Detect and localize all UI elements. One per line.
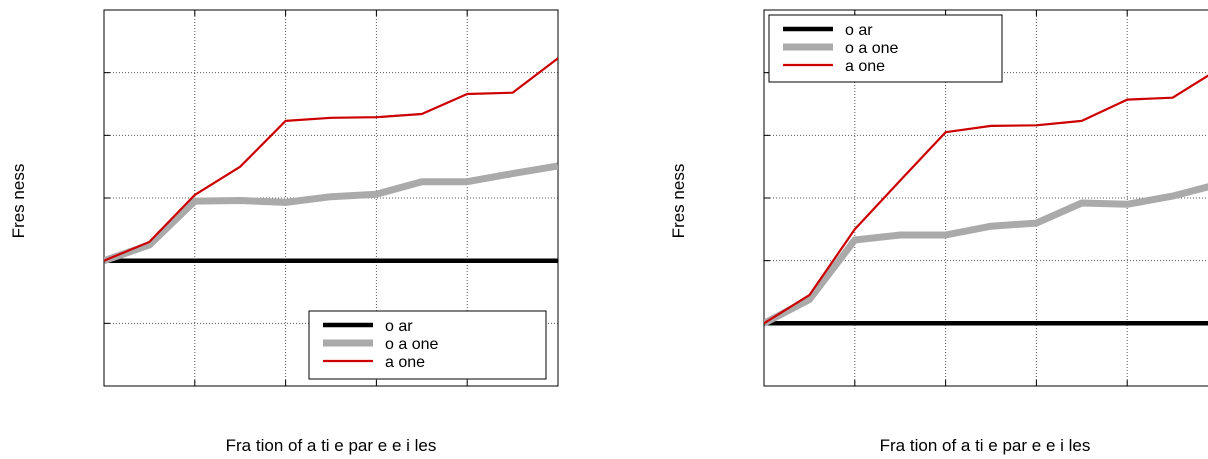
legend-label-0: o ar	[845, 22, 873, 39]
line-chart-right: Fres ness Fra tion of a ti e par e e i le…	[669, 9, 1208, 455]
legend-box	[308, 310, 547, 380]
line-chart-left: Fres ness Fra tion of a ti e par e e i le…	[9, 9, 559, 455]
chart-panel-right: Fres ness Fra tion of a ti e par e e i le…	[604, 0, 1208, 459]
y-axis-label: Fres ness	[9, 164, 28, 239]
series-line-1	[764, 183, 1208, 327]
legend-label-1: o a one	[385, 336, 438, 353]
legend-label-2: a one	[385, 354, 425, 371]
y-axis-label: Fres ness	[669, 164, 688, 239]
x-axis-label: Fra tion of a ti e par e e i les	[880, 436, 1091, 455]
series-group	[764, 74, 1208, 327]
tick-marks	[104, 10, 468, 386]
series-line-1	[104, 162, 558, 265]
series-group	[104, 57, 558, 265]
series-line-2	[104, 57, 558, 262]
legend-label-2: a one	[845, 58, 885, 75]
legend-label-0: o ar	[385, 318, 413, 335]
series-line-2	[764, 74, 1208, 325]
chart-panel-left: Fres ness Fra tion of a ti e par e e i le…	[9, 9, 559, 455]
x-axis-label: Fra tion of a ti e par e e i les	[226, 436, 437, 455]
legend-label-1: o a one	[845, 40, 898, 57]
